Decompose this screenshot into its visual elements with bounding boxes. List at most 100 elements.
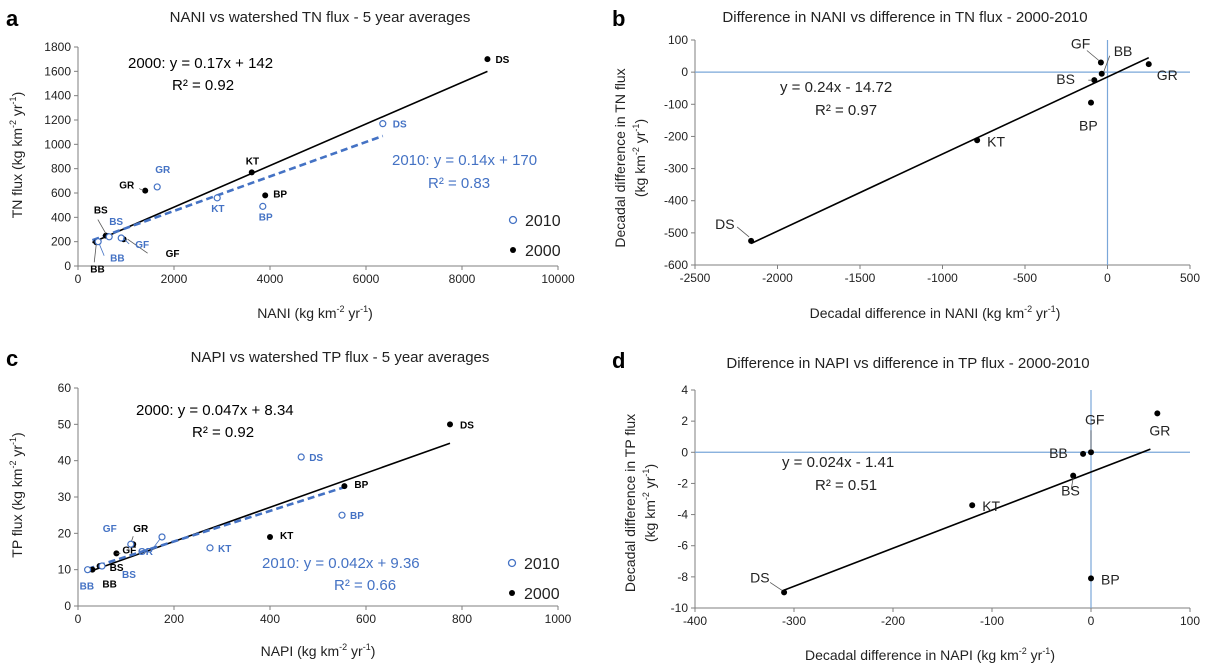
fit-r2-2010: R² = 0.83 [428,175,490,192]
point-label: GF [1085,411,1104,427]
y-tick-label: -100 [664,97,688,111]
y-axis-label: TN flux (kg km-2 yr-1) [8,92,25,219]
label-leader-line [153,538,161,548]
point-label: BP [1079,118,1098,134]
point-label: GF [166,249,180,260]
point-2010-GR [158,533,166,541]
point-2000-BB [89,566,96,573]
marks: DS KT BP BS GF BB GR [715,36,1178,245]
point-label: BB [1114,43,1133,59]
y-tick-label: 4 [681,383,688,397]
fit-equation: y = 0.024x - 1.41 [782,454,894,471]
axes: 0 2000 4000 6000 8000 10000 0 200 400 600 800 1000 1… [44,40,575,286]
fit-equation: y = 0.24x - 14.72 [780,79,892,96]
x-axis-label: Decadal difference in NANI (kg km-2 yr-1… [810,304,1061,321]
legend-label-2000: 2000 [524,586,560,603]
y-tick-label: -500 [664,226,688,240]
point-label: BP [354,480,368,491]
x-tick-label: 6000 [353,272,380,286]
legend-label-2000: 2000 [525,243,561,260]
point-label: GR [155,165,171,176]
panel-a: a NANI vs watershed TN flux - 5 year ave… [6,6,575,321]
point-difference-GR [1154,410,1161,417]
fit-equation-2000: 2000: y = 0.047x + 8.34 [136,402,294,419]
point-label: BS [122,570,136,581]
legend-label-2010: 2010 [525,213,561,230]
point-difference-BS [1070,472,1077,479]
point-label: GR [1149,422,1170,438]
point-label: DS [393,120,407,131]
point-label: BS [110,563,124,574]
point-2010-BP [338,511,346,519]
point-label: GR [138,547,154,558]
legend-label-2010: 2010 [524,556,560,573]
label-leader-line [769,582,783,591]
point-label: KT [211,204,224,215]
fit-r2-2000: R² = 0.92 [172,77,234,94]
chart-title: NANI vs watershed TN flux - 5 year avera… [170,9,471,26]
x-tick-label: 8000 [449,272,476,286]
x-tick-label: -500 [1013,271,1037,285]
fit-equation-2000: 2000: y = 0.17x + 142 [128,55,273,72]
panel-letter: a [6,6,19,31]
point-difference-GF [1088,449,1094,456]
label-leader-line [97,219,107,234]
y-tick-label: 0 [64,599,71,613]
point-difference-DS [781,589,788,596]
point-label: BS [1056,71,1075,87]
panel-letter: d [612,348,625,373]
x-tick-label: -1000 [927,271,958,285]
panel-d: d Difference in NAPI vs difference in TP… [612,348,1200,663]
point-difference-BP [1088,575,1094,582]
point-difference-DS [748,237,755,244]
axes: -2500 -2000 -1500 -1000 -500 0 500-600-500-400… [664,33,1200,285]
x-axis-label: NANI (kg km-2 yr-1) [257,304,373,321]
point-2010-KT [206,544,214,552]
y-tick-label: 1400 [44,89,71,103]
point-2010-GR [153,183,161,191]
label-leader-line [1070,477,1074,490]
y-tick-label: -200 [664,129,688,143]
y-axis-label-line1: Decadal difference in TP flux [622,414,638,592]
point-label: DS [715,216,734,232]
legend-marker-2000 [509,590,515,596]
y-tick-label: 1200 [44,113,71,127]
point-2010-GF [117,234,125,242]
marks: DS KT BS BB GF BP GR [750,410,1170,596]
point-2010-BS [98,562,106,570]
fit-line-difference [750,56,1150,245]
point-difference-KT [974,137,981,144]
label-leader-line [139,188,144,191]
y-tick-label: -4 [677,508,688,522]
y-tick-label: -2 [677,476,688,490]
x-tick-label: -200 [881,614,905,628]
fit-r2: R² = 0.97 [815,102,877,119]
y-tick-label: 0 [64,259,71,273]
x-tick-label: 200 [164,612,184,626]
y-tick-label: 1800 [44,40,71,54]
x-tick-label: -2500 [680,271,711,285]
fit-line-2000 [87,442,451,573]
y-tick-label: 100 [668,33,688,47]
label-leader-line [1086,50,1100,61]
y-tick-label: 800 [51,162,71,176]
y-tick-label: -10 [671,601,689,615]
point-label: KT [246,156,259,167]
x-tick-label: -1500 [845,271,876,285]
point-label: GF [1071,36,1090,52]
point-difference-BB [1098,70,1105,77]
fit-equation-2010: 2010: y = 0.042x + 9.36 [262,555,420,572]
point-label: KT [982,498,1000,514]
y-tick-label: 30 [58,490,72,504]
fit-line-2010 [91,134,384,242]
legend-marker-2010 [507,558,517,568]
point-2010-KT [213,194,221,202]
point-2000-BP [341,483,348,490]
point-2010-DS [297,453,305,461]
panel-letter: b [612,6,625,31]
point-difference-BP [1088,99,1094,106]
y-axis-label-line1: Decadal difference in TN flux [612,68,628,247]
fit-line-difference [783,448,1151,591]
